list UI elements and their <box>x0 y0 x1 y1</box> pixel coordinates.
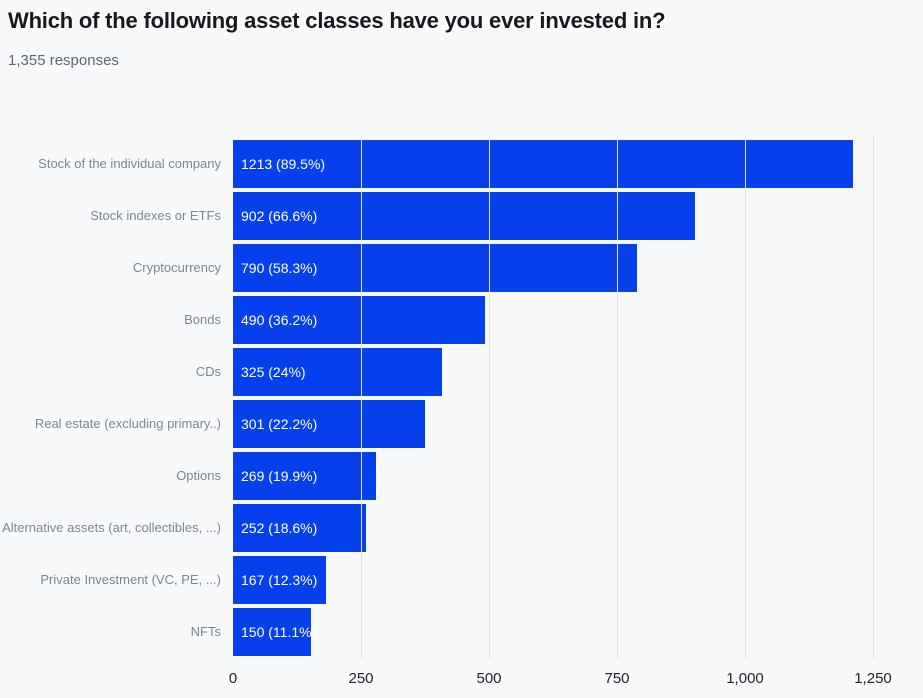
category-label: Real estate (excluding primary..) <box>34 416 221 431</box>
table-row: NFTs 150 (11.1%) <box>0 608 923 656</box>
table-row: Stock of the individual company 1213 (89.… <box>0 140 923 188</box>
page-title: Which of the following asset classes hav… <box>8 8 666 33</box>
category-label: NFTs <box>190 624 221 639</box>
x-axis-tick-label: 1,250 <box>854 670 892 687</box>
category-label: Cryptocurrency <box>132 260 221 275</box>
gridline <box>745 136 746 658</box>
x-axis-tick-label: 750 <box>604 670 630 687</box>
category-label: Alternative assets (art, collectibles, .… <box>2 520 221 535</box>
table-row: Bonds 490 (36.2%) <box>0 296 923 344</box>
bar-value-label: 902 (66.6%) <box>241 208 318 224</box>
table-row: Options 269 (19.9%) <box>0 452 923 500</box>
table-row: Stock indexes or ETFs 902 (66.6%) <box>0 192 923 240</box>
category-label: Stock of the individual company <box>38 156 221 171</box>
category-label: Stock indexes or ETFs <box>90 208 221 223</box>
table-row: Real estate (excluding primary..) 301 (22… <box>0 400 923 448</box>
table-row: Cryptocurrency 790 (58.3%) <box>0 244 923 292</box>
bar[interactable]: 252 (18.6%) <box>233 504 366 552</box>
bar[interactable]: 301 (22.2%) <box>233 400 425 448</box>
bar-value-label: 790 (58.3%) <box>241 260 318 276</box>
gridline <box>361 136 362 658</box>
table-row: Alternative assets (art, collectibles, .… <box>0 504 923 552</box>
bar-value-label: 490 (36.2%) <box>241 312 318 328</box>
x-axis-tick-label: 1,000 <box>726 670 764 687</box>
bar[interactable]: 150 (11.1%) <box>233 608 316 656</box>
category-label: Options <box>176 468 221 483</box>
bar[interactable]: 167 (12.3%) <box>233 556 326 604</box>
bar[interactable]: 490 (36.2%) <box>233 296 485 344</box>
x-axis-tick-label: 500 <box>476 670 502 687</box>
bar-value-label: 1213 (89.5%) <box>241 156 326 172</box>
gridline <box>489 136 490 658</box>
category-label: CDs <box>195 364 221 379</box>
bar-value-label: 269 (19.9%) <box>241 468 318 484</box>
table-row: Private Investment (VC, PE, ...) 167 (12.… <box>0 556 923 604</box>
category-label: Bonds <box>184 312 221 327</box>
bar-value-label: 167 (12.3%) <box>241 572 318 588</box>
bar[interactable]: 1213 (89.5%) <box>233 140 853 188</box>
x-axis-tick-label: 0 <box>228 670 238 687</box>
bar[interactable]: 790 (58.3%) <box>233 244 637 292</box>
bar[interactable]: 902 (66.6%) <box>233 192 695 240</box>
gridline <box>873 136 874 658</box>
category-label: Private Investment (VC, PE, ...) <box>40 572 221 587</box>
bar-value-label: 150 (11.1%) <box>241 624 317 640</box>
responses-count: 1,355 responses <box>8 52 119 69</box>
bar[interactable]: 325 (24%) <box>233 348 442 396</box>
gridline <box>617 136 618 658</box>
bar-value-label: 301 (22.2%) <box>241 416 318 432</box>
x-axis-tick-label: 250 <box>348 670 374 687</box>
bar[interactable]: 269 (19.9%) <box>233 452 376 500</box>
bar-value-label: 252 (18.6%) <box>241 520 318 536</box>
table-row: CDs 325 (24%) <box>0 348 923 396</box>
bar-value-label: 325 (24%) <box>241 364 306 380</box>
